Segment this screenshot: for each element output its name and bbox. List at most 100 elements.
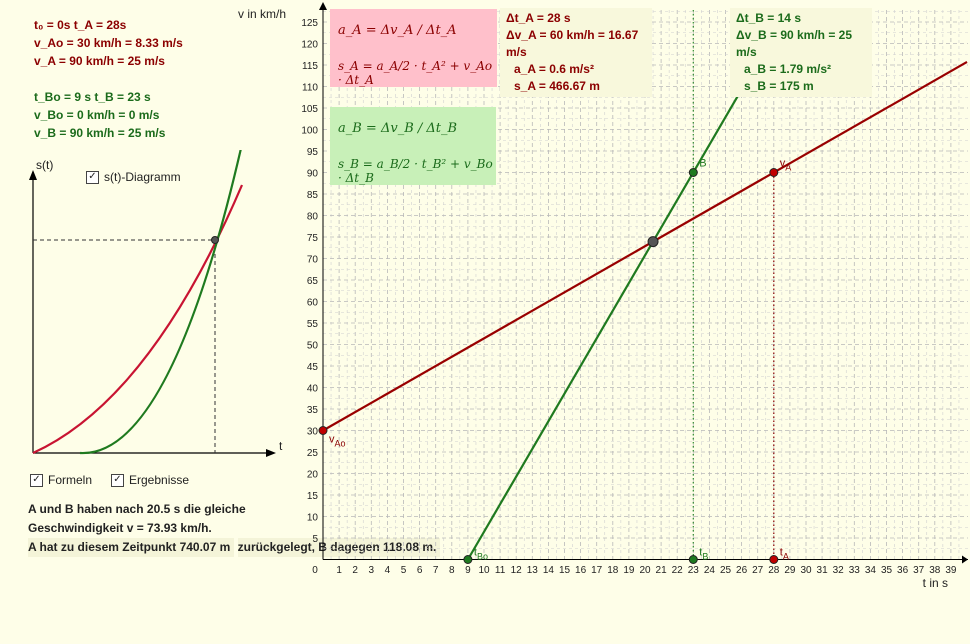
point-label: vA [780,158,792,173]
series-line-a [322,60,968,432]
y-tick-label: 50 [307,341,319,352]
x-tick-label: 1 [336,565,342,576]
b-param-line: t_Bo = 9 s t_B = 23 s [34,90,151,104]
st-diagram-checkbox[interactable]: ✓ s(t)-Diagramm [86,170,181,184]
b-param-line: v_Bo = 0 km/h = 0 m/s [34,108,160,122]
info-box-a: Δt_A = 28 s Δv_A = 60 km/h = 16.67 m/s a… [500,8,652,97]
x-tick-label: 7 [433,565,439,576]
x-tick-label: 36 [897,565,909,576]
y-tick-label: 80 [307,212,319,223]
x-tick-label: 29 [784,565,796,576]
info-b-line: a_B = 1.79 m/s² [744,62,832,76]
result-line: A und B haben nach 20.5 s die gleiche [28,502,246,516]
x-axis-label: t in s [923,576,948,590]
x-tick-label: 13 [527,565,539,576]
formula-a-accel: a_A = Δv_A / Δt_A [338,23,457,38]
y-tick-label: 60 [307,298,319,309]
point-label: vAo [329,434,346,449]
x-tick-label: 22 [672,565,684,576]
result-line: Geschwindigkeit v = 73.93 km/h. [28,521,212,535]
y-tick-label: 110 [302,83,318,94]
x-tick-label: 35 [881,565,893,576]
a-params: t₀ = 0s t_A = 28s v_Ao = 30 km/h = 8.33 … [34,16,183,70]
y-tick-label: 45 [307,362,319,373]
point-label: B [699,158,706,170]
b-param-line: v_B = 90 km/h = 25 m/s [34,126,166,140]
formula-b-accel: a_B = Δv_B / Δt_B [338,121,458,136]
info-b-line: Δt_B = 14 s [736,11,801,25]
x-tick-label: 26 [736,565,748,576]
x-tick-label: 27 [752,565,764,576]
y-tick-label: 15 [307,491,319,502]
point-intersection [647,236,659,248]
x-tick-label: 15 [559,565,571,576]
x-tick-label: 19 [623,565,635,576]
y-tick-label: 35 [307,405,319,416]
formeln-checkbox[interactable]: ✓ Formeln [30,473,92,487]
x-tick-label: 2 [352,565,358,576]
st-diagram [29,150,276,457]
x-tick-label: 18 [607,565,619,576]
x-tick-label: 23 [688,565,700,576]
y-tick-label: 120 [301,40,318,51]
y-tick-label: 100 [301,126,318,137]
formula-b-distance: s_B = a_B/2 · t_B² + v_Bo · Δt_B [338,157,493,185]
y-tick-label: 55 [307,319,319,330]
x-axis-arrow [962,555,968,564]
x-tick-label: 4 [385,565,391,576]
st-diagram-checkbox-label: s(t)-Diagramm [104,170,181,184]
x-tick-label: 0 [312,565,318,576]
x-tick-label: 25 [720,565,732,576]
x-tick-label: 9 [465,565,471,576]
y-axis-label: v in km/h [238,7,286,21]
x-tick-label: 16 [575,565,587,576]
x-tick-label: 12 [511,565,523,576]
y-tick-label: 85 [307,190,319,201]
series-line-b [466,83,746,561]
y-tick-label: 65 [307,276,319,287]
point-v_Ao [318,426,328,435]
y-tick-label: 95 [307,147,319,158]
info-b-line: s_B = 175 m [744,79,814,93]
x-tick-label: 21 [656,565,668,576]
x-tick-label: 28 [768,565,780,576]
x-tick-label: 17 [591,565,603,576]
ergebnisse-checkbox[interactable]: ✓ Ergebnisse [111,473,189,487]
st-axis-x-label: t [279,439,283,453]
x-tick-label: 24 [704,565,716,576]
x-tick-label: 33 [849,565,861,576]
info-a-line: Δv_A = 60 km/h = 16.67 m/s [506,28,639,59]
y-tick-label: 20 [307,470,319,481]
x-tick-label: 3 [369,565,375,576]
info-a-line: s_A = 466.67 m [514,79,600,93]
x-tick-label: 20 [639,565,651,576]
point-label: tBo [474,547,488,562]
x-tick-label: 8 [449,565,455,576]
x-tick-label: 5 [401,565,407,576]
point-v_A [769,168,779,177]
y-axis-arrow [319,2,327,10]
y-tick-label: 90 [307,169,319,180]
x-tick-label: 32 [833,565,845,576]
point-t_B [688,555,698,564]
formula-box-a: a_A = Δv_A / Δt_A s_A = a_A/2 · t_A² + v… [330,9,497,87]
x-tick-label: 10 [478,565,490,576]
point-B [688,168,698,177]
y-tick-label: 25 [307,448,319,459]
checkbox-check-icon: ✓ [86,170,99,184]
point-t_A [769,555,779,564]
x-tick-label: 37 [913,565,925,576]
x-tick-label: 6 [417,565,423,576]
x-tick-label: 11 [495,565,506,576]
x-tick-label: 39 [945,565,957,576]
formula-a-distance: s_A = a_A/2 · t_A² + v_Ao · Δt_A [338,59,493,87]
checkbox-check-icon: ✓ [111,473,124,487]
a-param-line: t₀ = 0s t_A = 28s [34,18,127,32]
x-tick-label: 30 [800,565,812,576]
y-tick-label: 5 [312,534,318,545]
info-b-line: Δv_B = 90 km/h = 25 m/s [736,28,853,59]
y-tick-label: 125 [301,18,318,29]
result-line: zurückgelegt, B dagegen 118.08 m. [237,538,441,557]
checkbox-check-icon: ✓ [30,473,43,487]
